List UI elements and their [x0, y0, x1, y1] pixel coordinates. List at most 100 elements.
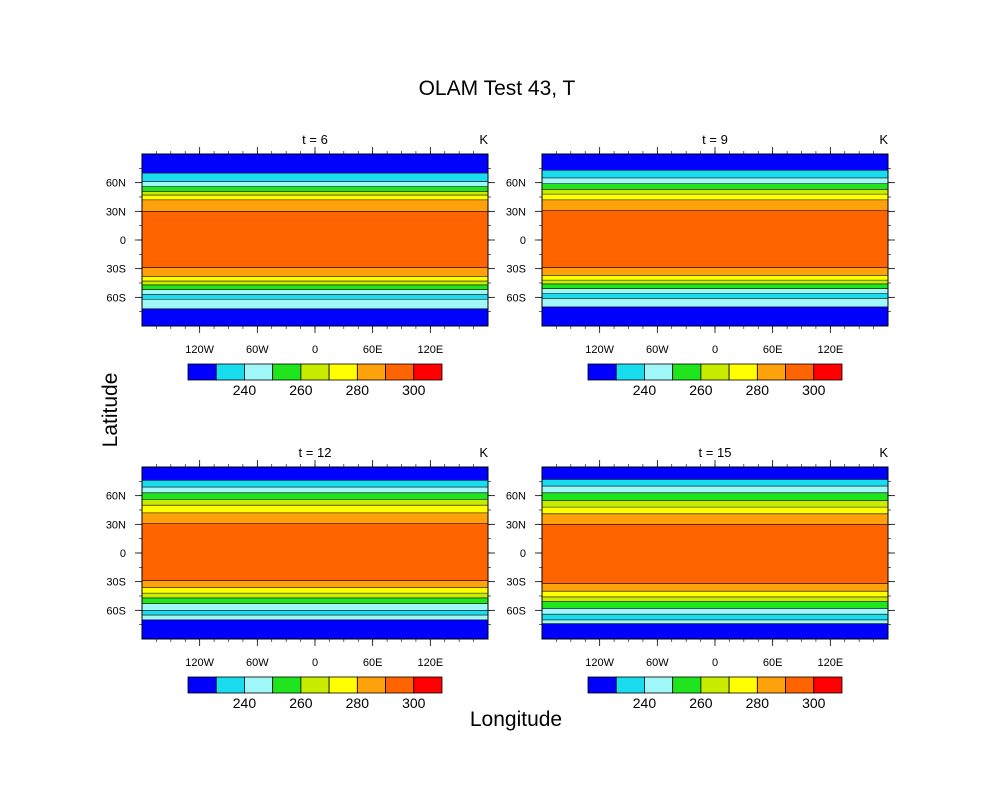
y-tick-label: 60N [506, 178, 526, 190]
x-tick-label: 0 [312, 657, 318, 669]
x-tick-label: 120E [817, 657, 843, 669]
y-tick-label: 60N [506, 491, 526, 503]
contour-band [142, 597, 488, 604]
contour-band [542, 177, 888, 184]
contour-band [542, 467, 888, 480]
contour-band [542, 500, 888, 508]
x-tick-label: 0 [712, 657, 718, 669]
colorbar-label: 240 [633, 382, 657, 398]
panel-4: 120W 60W 0 60E 120E 60N 30N 0 30S 60S t = 15 K 240 26… [506, 445, 895, 711]
colorbar-swatch [700, 363, 730, 381]
colorbar-label: 280 [346, 695, 370, 711]
colorbar-label: 280 [746, 382, 770, 398]
contour-band [142, 199, 488, 212]
contour-band [142, 505, 488, 513]
contour-band [542, 199, 888, 211]
y-tick-label: 30S [506, 577, 526, 589]
contour-band [542, 507, 888, 514]
colorbar-swatch [215, 676, 245, 694]
contour-band [142, 593, 488, 598]
colorbar-swatch [300, 676, 330, 694]
x-tick-label: 60E [363, 657, 383, 669]
contour-band [542, 608, 888, 615]
contour-band [142, 467, 488, 481]
colorbar-swatch [813, 363, 843, 381]
colorbar-label: 300 [402, 695, 426, 711]
panel-units: K [879, 132, 888, 147]
contour-band [542, 189, 888, 195]
contour-band [542, 288, 888, 294]
x-tick-label: 120W [585, 657, 614, 669]
contour-band [542, 283, 888, 289]
contour-band [542, 275, 888, 281]
x-tick-label: 60E [763, 657, 783, 669]
colorbar-swatch [728, 363, 758, 381]
contour-band [142, 211, 488, 268]
colorbar-label: 260 [289, 382, 313, 398]
colorbar: 240 260 280 300 [587, 676, 843, 711]
contour-band [142, 499, 488, 506]
colorbar-swatch [587, 363, 617, 381]
contour-band [542, 280, 888, 284]
colorbar-swatch [728, 676, 758, 694]
contour-band [542, 583, 888, 592]
contour-band [542, 601, 888, 609]
x-tick-label: 60W [646, 657, 669, 669]
x-tick-label: 60W [246, 344, 269, 356]
colorbar-swatch [300, 363, 330, 381]
contour-band [142, 587, 488, 594]
colorbar-swatch [672, 363, 702, 381]
y-tick-label: 0 [520, 235, 526, 247]
x-tick-label: 0 [312, 344, 318, 356]
y-tick-label: 30N [106, 206, 126, 218]
contour-band [142, 492, 488, 500]
colorbar-swatch [413, 676, 443, 694]
contour-band [542, 623, 888, 639]
panel-2: 120W 60W 0 60E 120E 60N 30N 0 30S 60S t = 9 K 240 260… [506, 132, 895, 398]
contour-band [542, 154, 888, 171]
panel-title: t = 6 [302, 132, 328, 147]
contour-band [142, 154, 488, 174]
contour-band [142, 289, 488, 295]
contour-band [142, 603, 488, 611]
y-axis-label: Latitude [99, 373, 122, 448]
y-tick-label: 30S [106, 264, 126, 276]
panel-title: t = 9 [702, 132, 728, 147]
y-tick-label: 60N [106, 491, 126, 503]
colorbar-swatch [187, 363, 217, 381]
colorbar: 240 260 280 300 [187, 676, 443, 711]
contour-band [142, 512, 488, 524]
colorbar-swatch [244, 363, 274, 381]
y-tick-label: 0 [120, 548, 126, 560]
colorbar-swatch [272, 676, 302, 694]
y-tick-label: 60S [106, 605, 126, 617]
contour-band [542, 479, 888, 487]
contour-band [542, 596, 888, 602]
contour-band [142, 191, 488, 196]
contour-band [142, 308, 488, 326]
colorbar-swatch [413, 363, 443, 381]
x-tick-label: 120W [185, 657, 214, 669]
contour-band [542, 619, 888, 624]
contour-band [542, 524, 888, 584]
y-tick-label: 60S [106, 292, 126, 304]
x-tick-label: 60W [246, 657, 269, 669]
panel-3: 120W 60W 0 60E 120E 60N 30N 0 30S 60S t = 12 K 240 26… [106, 445, 495, 711]
colorbar-swatch [644, 363, 674, 381]
colorbar-label: 260 [689, 695, 713, 711]
panel-units: K [479, 132, 488, 147]
contour-band [142, 299, 488, 309]
contour-band [142, 619, 488, 639]
contour-band [142, 294, 488, 300]
colorbar: 240 260 280 300 [187, 363, 443, 398]
contour-band [542, 486, 888, 493]
contour-band [542, 591, 888, 597]
contour-band [542, 298, 888, 307]
colorbar-label: 300 [402, 382, 426, 398]
contour-band [542, 183, 888, 190]
contour-band [542, 513, 888, 525]
colorbar-swatch [700, 676, 730, 694]
x-tick-label: 120E [417, 657, 443, 669]
colorbar-swatch [785, 363, 815, 381]
colorbar-swatch [215, 363, 245, 381]
